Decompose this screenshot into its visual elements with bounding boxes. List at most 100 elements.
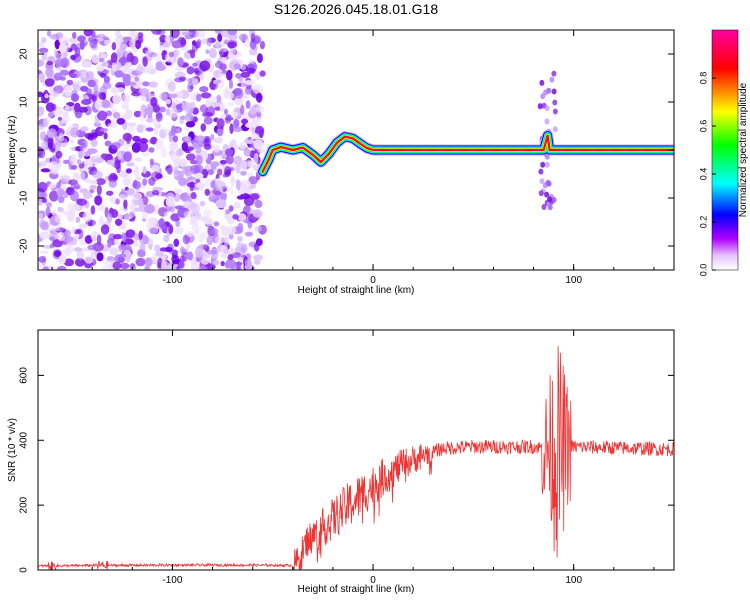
noise-blob — [160, 147, 167, 159]
noise-blob — [45, 102, 55, 112]
noise-blob — [144, 203, 156, 214]
noise-blob — [142, 235, 149, 245]
noise-blob — [60, 210, 70, 215]
noise-blob — [142, 166, 147, 174]
noise-blob — [166, 93, 178, 99]
noise-blob — [214, 30, 223, 34]
noise-blob — [170, 125, 177, 136]
noise-blob — [112, 261, 122, 270]
noise-blob — [191, 225, 201, 232]
noise-blob — [119, 253, 127, 258]
x-tick-label: 100 — [565, 275, 582, 286]
noise-blob — [114, 237, 119, 246]
noise-blob — [213, 221, 220, 227]
perturbation-blob — [545, 179, 551, 186]
noise-blob — [66, 79, 74, 86]
noise-blob — [46, 30, 52, 37]
noise-blob — [181, 197, 193, 203]
noise-blob — [237, 222, 244, 234]
noise-blob — [129, 211, 135, 218]
noise-blob — [235, 72, 242, 79]
noise-blob — [172, 135, 179, 143]
noise-blob — [105, 110, 113, 117]
colorbar: 0.0 0.2 0.4 0.6 0.8 Normalized spectral ampl… — [698, 29, 749, 276]
noise-blob — [184, 112, 194, 122]
noise-blob — [39, 231, 50, 240]
y-tick-label: 200 — [19, 496, 30, 513]
noise-blob — [144, 107, 154, 116]
noise-blob — [93, 90, 100, 97]
y-tick-label: 20 — [19, 48, 30, 60]
noise-blob — [207, 249, 218, 255]
noise-blob — [166, 164, 173, 175]
noise-blob — [259, 70, 266, 77]
noise-blob — [232, 214, 239, 220]
noise-blob — [38, 47, 49, 54]
noise-blob — [219, 63, 227, 71]
noise-blob — [251, 133, 260, 138]
noise-blob — [237, 213, 247, 222]
perturbation-blob — [544, 161, 550, 168]
noise-blob — [43, 265, 49, 270]
noise-blob — [253, 139, 264, 150]
noise-blob — [81, 150, 86, 157]
noise-blob — [178, 260, 185, 269]
noise-blob — [245, 100, 251, 109]
noise-blob — [55, 150, 63, 159]
noise-blob — [68, 210, 76, 218]
noise-blob — [182, 168, 189, 175]
noise-blob — [149, 158, 154, 165]
noise-blob — [175, 219, 181, 228]
noise-blob — [91, 30, 96, 37]
noise-blob — [230, 176, 235, 187]
noise-blob — [215, 136, 223, 144]
noise-blob — [44, 78, 55, 87]
noise-blob — [165, 196, 176, 207]
snr-ticks: -100 0 100 0 200 400 600 — [19, 330, 674, 586]
noise-blob — [124, 238, 134, 245]
noise-blob — [101, 61, 109, 67]
noise-blob — [233, 144, 239, 149]
noise-blob — [116, 117, 126, 125]
noise-blob — [199, 60, 211, 72]
noise-blob — [38, 199, 43, 206]
noise-blob — [185, 120, 196, 128]
noise-blob — [233, 63, 241, 70]
snr-frame — [37, 329, 675, 571]
noise-blob — [194, 135, 206, 142]
noise-blob — [58, 132, 64, 142]
noise-blob — [164, 35, 171, 43]
noise-blob — [246, 67, 256, 74]
noise-blob — [74, 247, 82, 252]
noise-blob — [123, 151, 132, 162]
noise-blob — [170, 30, 180, 39]
noise-blob — [213, 145, 220, 153]
noise-blob — [92, 242, 104, 252]
ridge-core — [262, 135, 674, 172]
noise-blob — [201, 111, 213, 118]
noise-blob — [107, 122, 118, 128]
noise-blob — [125, 168, 132, 174]
noise-blob — [231, 252, 241, 259]
colorbar-tick-label: 0.8 — [698, 72, 708, 85]
noise-blob — [236, 179, 241, 191]
perturbation-blob — [540, 161, 546, 168]
noise-blob — [97, 110, 108, 121]
x-tick-label: 0 — [370, 275, 376, 286]
x-tick-label: 100 — [565, 575, 582, 586]
noise-blob — [203, 143, 212, 150]
noise-blob — [61, 118, 68, 124]
noise-blob — [244, 86, 253, 95]
noise-blob — [200, 258, 210, 265]
noise-blob — [226, 114, 232, 119]
noise-blob — [225, 154, 234, 165]
noise-blob — [133, 200, 144, 206]
noise-blob — [46, 202, 52, 208]
noise-blob — [225, 148, 234, 157]
noise-blob — [184, 200, 190, 206]
noise-blob — [150, 97, 158, 107]
noise-blob — [254, 199, 263, 209]
noise-blob — [219, 103, 225, 113]
noise-blob — [219, 49, 224, 57]
noise-blob — [90, 205, 96, 215]
